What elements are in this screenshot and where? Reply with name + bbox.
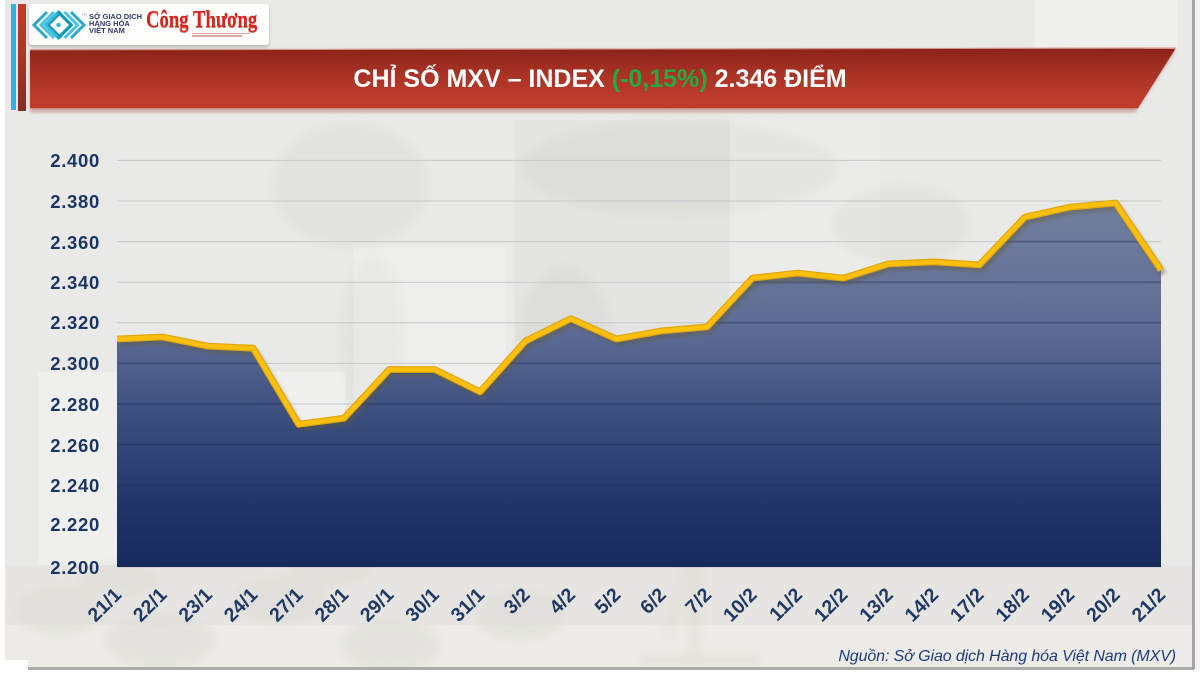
svg-text:4/2: 4/2 — [545, 584, 580, 619]
svg-text:7/2: 7/2 — [681, 584, 716, 619]
svg-text:3/2: 3/2 — [500, 584, 535, 619]
svg-text:24/1: 24/1 — [220, 584, 263, 627]
svg-text:27/1: 27/1 — [265, 584, 308, 627]
svg-text:29/1: 29/1 — [356, 584, 399, 627]
svg-text:21/1: 21/1 — [84, 584, 127, 627]
svg-text:11/2: 11/2 — [765, 584, 807, 626]
svg-text:28/1: 28/1 — [311, 584, 354, 627]
svg-text:19/2: 19/2 — [1037, 584, 1080, 627]
svg-text:20/2: 20/2 — [1082, 584, 1125, 627]
svg-text:14/2: 14/2 — [901, 584, 944, 627]
svg-text:10/2: 10/2 — [719, 584, 762, 627]
svg-text:12/2: 12/2 — [810, 584, 853, 627]
svg-text:17/2: 17/2 — [946, 584, 989, 627]
svg-text:™: ™ — [82, 13, 88, 19]
svg-text:18/2: 18/2 — [991, 584, 1034, 627]
svg-text:6/2: 6/2 — [636, 584, 671, 619]
svg-text:22/1: 22/1 — [129, 584, 172, 627]
svg-text:21/2: 21/2 — [1128, 584, 1171, 627]
svg-text:31/1: 31/1 — [447, 584, 490, 627]
svg-text:13/2: 13/2 — [855, 584, 898, 627]
svg-text:23/1: 23/1 — [174, 584, 217, 627]
svg-text:5/2: 5/2 — [591, 584, 626, 619]
svg-text:30/1: 30/1 — [401, 584, 444, 627]
